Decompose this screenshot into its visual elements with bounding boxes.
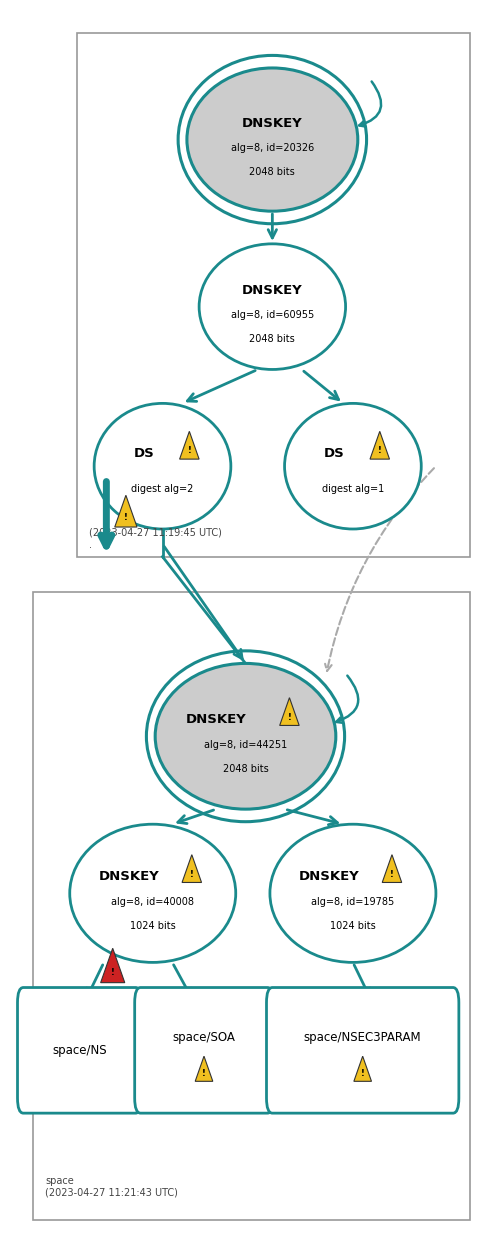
Text: DS: DS [324, 447, 345, 460]
Text: 2048 bits: 2048 bits [249, 167, 295, 178]
Text: DNSKEY: DNSKEY [99, 870, 160, 884]
Ellipse shape [70, 825, 236, 962]
Text: DNSKEY: DNSKEY [299, 870, 360, 884]
Text: !: ! [190, 870, 194, 879]
Polygon shape [354, 1056, 372, 1081]
Text: DNSKEY: DNSKEY [242, 117, 303, 130]
Text: .: . [89, 540, 92, 550]
Ellipse shape [94, 403, 231, 529]
Text: space/NS: space/NS [52, 1044, 107, 1056]
Polygon shape [182, 855, 201, 883]
Text: alg=8, id=19785: alg=8, id=19785 [311, 898, 395, 906]
Text: space/NSEC3PARAM: space/NSEC3PARAM [304, 1031, 421, 1044]
Text: !: ! [124, 512, 128, 522]
Text: !: ! [378, 446, 382, 456]
Text: !: ! [111, 968, 114, 977]
Text: !: ! [390, 870, 394, 879]
Polygon shape [370, 432, 389, 460]
Polygon shape [101, 948, 125, 983]
FancyBboxPatch shape [77, 33, 470, 556]
Text: 2048 bits: 2048 bits [249, 335, 295, 344]
Text: !: ! [202, 1069, 206, 1078]
Text: DNSKEY: DNSKEY [186, 714, 246, 726]
Text: alg=8, id=44251: alg=8, id=44251 [204, 740, 287, 750]
Text: 1024 bits: 1024 bits [130, 922, 176, 930]
Ellipse shape [270, 825, 436, 962]
Text: !: ! [188, 446, 191, 456]
Text: (2023-04-27 11:19:45 UTC): (2023-04-27 11:19:45 UTC) [89, 528, 222, 538]
Text: !: ! [361, 1069, 365, 1078]
Text: space/SOA: space/SOA [172, 1031, 236, 1044]
Text: space
(2023-04-27 11:21:43 UTC): space (2023-04-27 11:21:43 UTC) [45, 1176, 178, 1197]
Text: digest alg=2: digest alg=2 [131, 483, 193, 494]
FancyBboxPatch shape [267, 987, 459, 1113]
FancyBboxPatch shape [18, 987, 141, 1113]
Text: digest alg=1: digest alg=1 [322, 483, 384, 494]
Polygon shape [115, 495, 137, 528]
Text: DS: DS [134, 447, 154, 460]
Text: 1024 bits: 1024 bits [330, 922, 376, 930]
Polygon shape [180, 432, 199, 460]
FancyBboxPatch shape [33, 592, 470, 1220]
Polygon shape [280, 697, 299, 725]
Text: !: ! [288, 713, 291, 721]
Text: alg=8, id=20326: alg=8, id=20326 [231, 144, 314, 154]
Text: 2048 bits: 2048 bits [222, 764, 269, 774]
FancyBboxPatch shape [135, 987, 273, 1113]
Text: DNSKEY: DNSKEY [242, 283, 303, 297]
Polygon shape [382, 855, 402, 883]
Ellipse shape [199, 244, 346, 369]
Ellipse shape [155, 663, 336, 810]
Ellipse shape [285, 403, 421, 529]
Polygon shape [195, 1056, 213, 1081]
Text: alg=8, id=60955: alg=8, id=60955 [231, 311, 314, 321]
Text: alg=8, id=40008: alg=8, id=40008 [111, 898, 194, 906]
Ellipse shape [187, 68, 358, 212]
